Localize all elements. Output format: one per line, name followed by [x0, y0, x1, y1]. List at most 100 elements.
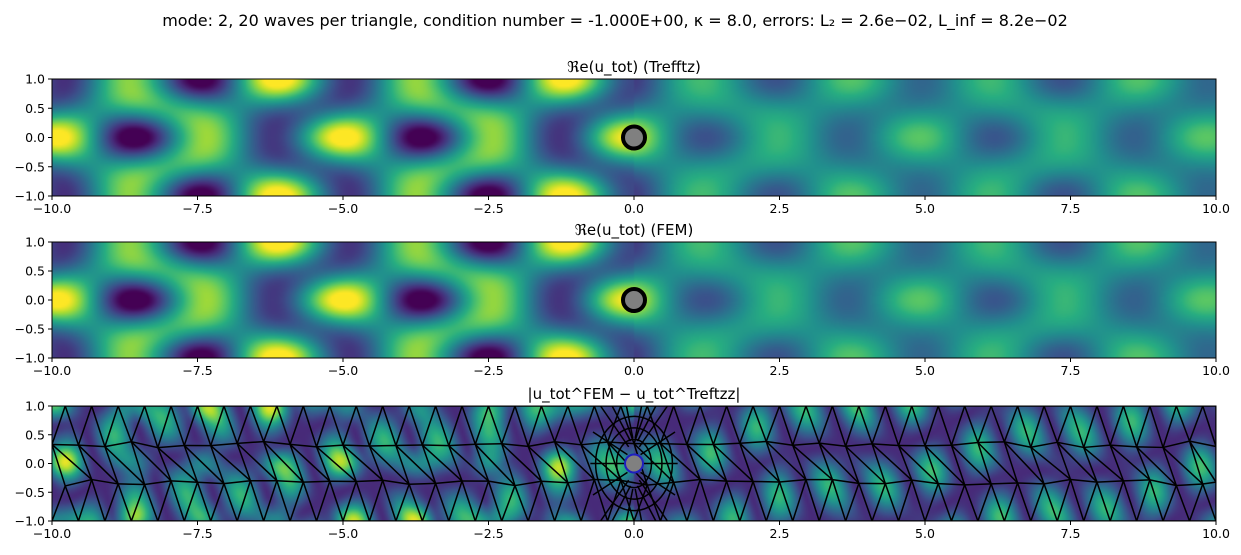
mesh-edge — [951, 441, 978, 447]
mesh-edge — [620, 406, 635, 444]
mesh-edge — [1043, 478, 1071, 485]
mesh-edge — [461, 480, 476, 521]
y-tick-label: 0.5 — [25, 264, 45, 279]
mesh-edge — [421, 444, 437, 484]
mesh-edge — [858, 406, 873, 445]
mesh-edge — [1096, 406, 1111, 446]
mesh-edge — [606, 406, 622, 443]
y-tick-label: −1.0 — [15, 351, 45, 366]
panel-2-plot-area — [52, 242, 1216, 358]
mesh-edge — [554, 440, 582, 446]
mesh-edge — [818, 406, 834, 444]
mesh-edge — [143, 484, 159, 521]
mesh-edge — [712, 406, 728, 445]
mesh-edge — [395, 484, 410, 521]
mesh-edge — [488, 480, 516, 487]
mesh-edge — [1123, 479, 1150, 482]
x-tick-label: 5.0 — [915, 526, 935, 541]
mesh-edge — [276, 406, 291, 445]
mesh-edge — [686, 479, 701, 521]
mesh-edge — [289, 444, 305, 483]
mesh-edge — [1202, 481, 1216, 485]
mesh-edge — [950, 445, 966, 486]
mesh-edge — [831, 406, 847, 447]
mesh-edge — [355, 481, 371, 521]
mesh-edge — [395, 445, 410, 485]
mesh-edge — [78, 444, 105, 448]
mesh-edge — [1202, 483, 1216, 521]
mesh-edge — [527, 446, 543, 482]
mesh-edge — [1188, 440, 1216, 483]
mesh-edge — [1083, 406, 1098, 448]
panel-1: ℜe(u_tot) (Trefftz) −10.0 −7.5 −5.0 −2.5 0.0 2… — [15, 58, 1230, 216]
obstacle-circle — [624, 453, 644, 474]
mesh-edge — [157, 447, 198, 483]
x-tick-label: 5.0 — [915, 201, 935, 216]
mesh-edge — [977, 441, 1019, 484]
mesh-edge — [157, 406, 172, 448]
mesh-edge — [1162, 447, 1178, 486]
y-tick-label: 0.0 — [25, 456, 45, 471]
mesh-edge — [342, 406, 357, 446]
y-tick-label: 0.5 — [25, 427, 45, 442]
mesh-edge — [501, 485, 516, 521]
mesh-edge — [1162, 440, 1190, 449]
mesh-edge — [844, 483, 860, 521]
mesh-edge — [1162, 406, 1178, 448]
mesh-edge — [1149, 479, 1177, 487]
mesh-edge — [183, 444, 225, 485]
mesh-edge — [196, 482, 212, 521]
mesh-edge — [183, 482, 199, 521]
mesh-edge — [91, 478, 119, 485]
mesh-edge — [924, 483, 939, 521]
mesh-edge — [672, 406, 688, 445]
y-tick-label: −1.0 — [15, 189, 45, 204]
x-tick-label: 10.0 — [1202, 526, 1230, 541]
mesh-edge — [1096, 480, 1124, 483]
x-tick-label: −5.0 — [328, 201, 358, 216]
mesh-edge — [170, 480, 185, 521]
mesh-edge — [660, 442, 687, 446]
x-tick-label: 0.0 — [624, 201, 644, 216]
mesh-edge — [633, 484, 648, 521]
y-tick-label: 0.0 — [25, 130, 45, 145]
mesh-edge — [739, 406, 754, 444]
mesh-edge — [289, 406, 305, 445]
mesh-edge — [223, 406, 238, 444]
mesh-edge — [897, 406, 913, 446]
mesh-edge — [990, 483, 1006, 521]
mesh-edge — [713, 442, 740, 446]
x-tick-label: 2.5 — [770, 526, 790, 541]
mesh-edge — [725, 406, 741, 444]
mesh-edge — [884, 406, 900, 446]
mesh-edge — [342, 444, 357, 482]
mesh-edge — [1109, 444, 1151, 481]
mesh-edge — [686, 406, 701, 445]
mesh-edge — [1135, 446, 1151, 481]
mesh-edge — [263, 441, 304, 483]
mesh-edge — [1188, 440, 1204, 485]
mesh-edge — [553, 482, 569, 521]
x-tick-label: 7.5 — [1061, 201, 1081, 216]
mesh-edge — [1136, 446, 1177, 487]
mesh-edge — [897, 479, 913, 521]
mesh-edge — [52, 444, 66, 487]
mesh-edge — [581, 441, 608, 446]
mesh-edge — [77, 406, 93, 446]
mesh-edge — [448, 445, 463, 482]
mesh-edge — [766, 440, 793, 446]
x-tick-label: 5.0 — [915, 363, 935, 378]
mesh-edge — [633, 406, 648, 444]
mesh-edge — [778, 406, 794, 446]
mesh-edge — [276, 479, 304, 483]
mesh-edge — [527, 406, 543, 447]
mesh-edge — [434, 483, 450, 521]
mesh-edge — [1003, 441, 1019, 484]
mesh-edge-refined — [611, 406, 632, 442]
mesh-edge — [316, 446, 357, 483]
mesh-edge — [580, 479, 596, 521]
mesh-edge — [1149, 406, 1164, 448]
mesh-edge — [792, 406, 807, 446]
mesh-edge — [977, 441, 1005, 444]
mesh-edge — [104, 440, 132, 448]
